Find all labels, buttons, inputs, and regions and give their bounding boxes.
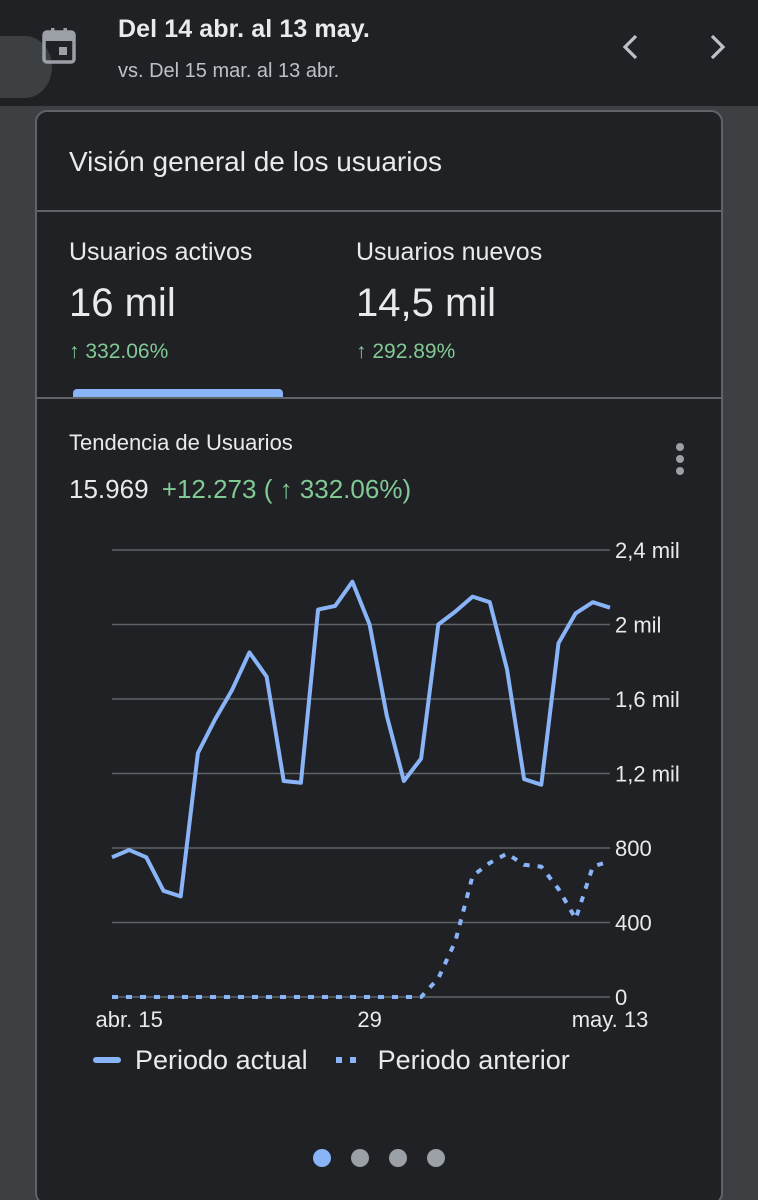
legend-label: Periodo actual bbox=[135, 1044, 308, 1075]
legend-item-current[interactable]: Periodo actual bbox=[93, 1045, 308, 1076]
divider bbox=[37, 210, 721, 212]
series-line-previous bbox=[112, 851, 611, 999]
compare-range-subtitle: vs. Del 15 mar. al 13 abr. bbox=[118, 60, 340, 82]
users-overview-card: Visión general de los usuarios Usuarios … bbox=[35, 110, 723, 1200]
metric-label: Usuarios nuevos bbox=[356, 238, 543, 266]
y-tick-label: 0 bbox=[615, 985, 627, 1010]
date-range-header: Del 14 abr. al 13 may. vs. Del 15 mar. a… bbox=[0, 0, 758, 106]
pagination-dot[interactable] bbox=[313, 1149, 331, 1167]
chevron-left-icon[interactable] bbox=[614, 30, 648, 64]
metric-value: 16 mil bbox=[69, 281, 176, 325]
y-tick-label: 1,6 mil bbox=[615, 687, 680, 712]
card-title: Visión general de los usuarios bbox=[69, 146, 443, 177]
legend-label: Periodo anterior bbox=[377, 1044, 570, 1075]
metric-change: ↑ 292.89% bbox=[356, 340, 456, 363]
divider bbox=[37, 397, 721, 399]
pagination-dot[interactable] bbox=[351, 1149, 369, 1167]
metric-tab-active-users[interactable]: Usuarios activos 16 mil ↑ 332.06% bbox=[69, 238, 299, 364]
pagination-dots bbox=[313, 1149, 465, 1167]
metric-tab-new-users[interactable]: Usuarios nuevos 14,5 mil ↑ 292.89% bbox=[356, 238, 616, 364]
x-tick-label: 29 bbox=[357, 1007, 381, 1032]
trend-total: 15.969 bbox=[69, 474, 149, 504]
y-tick-label: 800 bbox=[615, 836, 652, 861]
chevron-right-icon[interactable] bbox=[700, 30, 734, 64]
y-tick-label: 400 bbox=[615, 911, 652, 936]
legend-swatch-solid bbox=[93, 1057, 121, 1063]
series-line-current bbox=[111, 579, 611, 899]
metric-change: ↑ 332.06% bbox=[69, 340, 169, 363]
date-range-title[interactable]: Del 14 abr. al 13 may. bbox=[118, 15, 370, 43]
x-tick-label: may. 13 bbox=[572, 1007, 649, 1032]
y-tick-label: 2,4 mil bbox=[615, 538, 680, 563]
chart-legend: Periodo actual Periodo anterior bbox=[93, 1042, 570, 1078]
legend-item-previous[interactable]: Periodo anterior bbox=[335, 1044, 570, 1076]
metric-value: 14,5 mil bbox=[356, 281, 497, 325]
calendar-icon[interactable] bbox=[42, 28, 76, 64]
legend-swatch-dashed bbox=[335, 1057, 364, 1063]
x-tick-label: abr. 15 bbox=[96, 1007, 163, 1032]
metric-label: Usuarios activos bbox=[69, 238, 253, 266]
trend-summary: 15.969 +12.273 ( ↑ 332.06%) bbox=[69, 474, 411, 505]
pagination-dot[interactable] bbox=[427, 1149, 445, 1167]
selected-tab-indicator bbox=[73, 389, 283, 397]
pagination-dot[interactable] bbox=[389, 1149, 407, 1167]
trend-delta: +12.273 ( ↑ 332.06%) bbox=[161, 474, 412, 504]
more-vert-icon[interactable] bbox=[665, 438, 695, 480]
users-trend-chart: 0 400 800 1,2 mil 1,6 mil 2 mil 2,4 mil abr. 15… bbox=[96, 538, 680, 1032]
trend-title: Tendencia de Usuarios bbox=[69, 430, 293, 455]
y-tick-label: 1,2 mil bbox=[615, 762, 680, 787]
y-tick-label: 2 mil bbox=[615, 613, 661, 638]
